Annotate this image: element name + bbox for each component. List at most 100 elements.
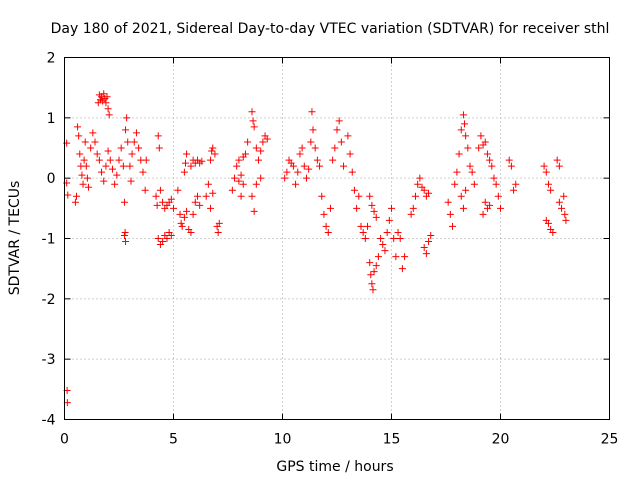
data-point xyxy=(553,156,561,164)
data-point xyxy=(497,204,504,212)
data-point xyxy=(83,174,91,182)
data-point xyxy=(324,228,332,236)
data-point xyxy=(170,204,177,212)
y-tick-label: 1 xyxy=(47,111,56,127)
data-point xyxy=(353,204,361,212)
data-point xyxy=(407,210,415,218)
data-point xyxy=(409,204,417,212)
data-point xyxy=(235,156,243,164)
data-point xyxy=(121,228,129,236)
x-tick-label: 0 xyxy=(60,432,69,448)
data-point xyxy=(249,117,257,125)
data-point xyxy=(123,114,131,122)
x-tick-label: 10 xyxy=(274,432,292,448)
data-point xyxy=(159,198,167,206)
data-point xyxy=(492,180,500,188)
data-point xyxy=(370,268,378,276)
data-point xyxy=(298,144,306,152)
x-tick-label: 20 xyxy=(492,432,510,448)
data-point xyxy=(167,231,175,239)
data-point xyxy=(124,138,132,146)
data-point xyxy=(102,162,110,170)
data-point xyxy=(560,192,568,200)
data-point xyxy=(187,228,195,236)
data-point xyxy=(75,132,83,140)
data-points xyxy=(63,90,570,407)
data-point xyxy=(322,222,330,230)
data-point xyxy=(257,147,265,155)
data-point xyxy=(367,271,375,279)
data-point xyxy=(120,198,128,206)
data-point xyxy=(180,168,188,176)
data-point xyxy=(98,168,106,176)
data-point xyxy=(189,210,197,218)
data-point xyxy=(446,210,454,218)
grid xyxy=(64,57,610,420)
data-point xyxy=(91,138,99,146)
data-point xyxy=(95,156,103,164)
data-point xyxy=(462,186,470,194)
data-point xyxy=(379,241,387,249)
data-point xyxy=(142,156,150,164)
y-tick-label: -1 xyxy=(42,232,56,248)
data-point xyxy=(71,198,79,206)
data-point xyxy=(215,219,223,227)
data-point xyxy=(396,235,404,242)
data-point xyxy=(135,144,143,152)
data-point xyxy=(368,201,376,209)
data-point xyxy=(368,280,376,288)
data-point xyxy=(198,157,206,165)
data-point xyxy=(335,117,343,125)
data-point xyxy=(340,162,348,170)
data-point xyxy=(385,216,393,224)
data-point xyxy=(78,171,86,179)
data-point xyxy=(130,138,138,146)
data-point xyxy=(370,207,378,215)
data-point xyxy=(102,99,110,107)
data-point xyxy=(228,186,236,194)
y-axis-label: SDTVAR / TECUs xyxy=(7,181,23,296)
data-point xyxy=(167,195,175,203)
data-point xyxy=(154,132,162,140)
data-point xyxy=(451,180,459,188)
data-point xyxy=(510,186,518,194)
data-point xyxy=(259,138,267,146)
data-point xyxy=(141,186,149,194)
data-point xyxy=(388,204,395,212)
data-point xyxy=(209,189,217,197)
plot-frame xyxy=(64,57,610,420)
data-point xyxy=(307,138,315,146)
data-point xyxy=(64,191,72,199)
data-point xyxy=(457,126,465,134)
data-point xyxy=(561,210,569,218)
data-point xyxy=(187,162,195,170)
y-tick-label: 2 xyxy=(47,51,56,67)
data-point xyxy=(87,144,95,152)
data-point xyxy=(483,150,491,158)
y-tick-label: 0 xyxy=(47,171,56,187)
data-point xyxy=(309,126,317,134)
data-point xyxy=(76,150,84,158)
data-point xyxy=(214,228,222,236)
data-point xyxy=(316,162,324,170)
data-point xyxy=(540,162,548,170)
data-point xyxy=(394,228,402,236)
data-point xyxy=(207,156,215,164)
data-point xyxy=(398,265,406,273)
data-point xyxy=(355,192,363,200)
data-point xyxy=(475,144,483,152)
data-point xyxy=(366,259,374,267)
data-point xyxy=(294,168,302,176)
data-point xyxy=(311,144,319,152)
data-point xyxy=(459,204,467,212)
data-point xyxy=(350,186,358,194)
data-point xyxy=(331,144,339,152)
data-point xyxy=(152,192,160,200)
data-point xyxy=(235,177,243,185)
data-point xyxy=(505,156,513,164)
data-point xyxy=(494,192,502,200)
data-point xyxy=(449,222,457,230)
data-point xyxy=(542,168,550,176)
data-point xyxy=(163,235,171,242)
data-point xyxy=(544,219,552,227)
